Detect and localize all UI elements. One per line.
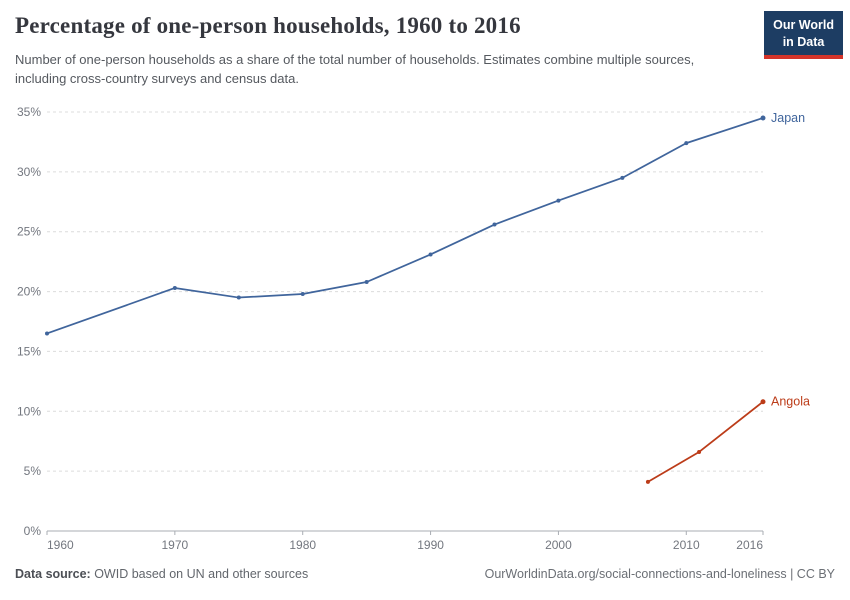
data-point[interactable] [760, 399, 766, 405]
data-point[interactable] [620, 175, 625, 180]
data-point[interactable] [300, 291, 305, 296]
series-line-japan[interactable] [46, 117, 764, 335]
citation-license: OurWorldinData.org/social-connections-an… [484, 567, 835, 581]
owid-logo: Our World in Data [764, 11, 843, 59]
data-point[interactable] [645, 479, 650, 484]
x-tick-label: 1960 [47, 538, 74, 552]
series-label-angola: Angola [771, 395, 810, 409]
x-tick-label: 1990 [417, 538, 444, 552]
data-point[interactable] [492, 222, 497, 227]
x-tick-label: 2016 [736, 538, 763, 552]
y-tick-label: 5% [24, 464, 42, 478]
y-tick-label: 15% [17, 344, 41, 358]
owid-logo-line2: in Data [782, 34, 825, 49]
data-source-label: Data source: [15, 567, 91, 581]
data-source: Data source: OWID based on UN and other … [15, 567, 308, 581]
y-tick-label: 10% [17, 404, 41, 418]
y-tick-label: 20% [17, 285, 41, 299]
data-point[interactable] [428, 252, 433, 257]
data-point[interactable] [684, 141, 689, 146]
data-point[interactable] [172, 285, 177, 290]
page-title: Percentage of one-person households, 196… [15, 13, 521, 38]
line-chart: 0% 5% 10% 15% 20% 25% 30% 35% 1960 1970 1980 1990 20… [17, 105, 810, 552]
x-tick-label: 1970 [162, 538, 189, 552]
y-tick-label: 25% [17, 225, 41, 239]
data-point[interactable] [364, 279, 369, 284]
x-tick-label: 2010 [673, 538, 700, 552]
data-point[interactable] [45, 331, 49, 336]
x-tick-label: 1980 [289, 538, 316, 552]
data-point[interactable] [760, 115, 766, 121]
y-tick-label: 30% [17, 165, 41, 179]
data-point[interactable] [556, 198, 561, 203]
chart-footer: Data source: OWID based on UN and other … [15, 567, 835, 581]
data-point[interactable] [697, 449, 702, 454]
chart-subtitle: Number of one-person households as a sha… [15, 52, 695, 86]
series-japan[interactable]: Japan [45, 111, 805, 336]
data-point[interactable] [236, 295, 241, 300]
x-axis: 1960 1970 1980 1990 2000 2010 2016 [46, 530, 764, 552]
owid-logo-line1: Our World [773, 18, 834, 32]
x-tick-label: 2000 [545, 538, 572, 552]
series-angola[interactable]: Angola [645, 395, 810, 484]
y-gridlines: 0% 5% 10% 15% 20% 25% 30% 35% [17, 105, 763, 538]
y-tick-label: 35% [17, 105, 41, 119]
data-source-text: OWID based on UN and other sources [90, 567, 309, 581]
series-label-japan: Japan [771, 111, 805, 125]
series-line-angola[interactable] [647, 400, 764, 483]
y-tick-label: 0% [24, 524, 42, 538]
